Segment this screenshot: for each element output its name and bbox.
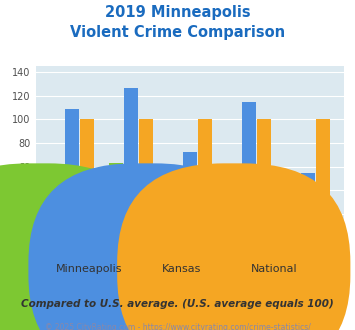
Text: Kansas: Kansas	[162, 264, 202, 274]
Bar	[257, 119, 271, 238]
Text: Minneapolis: Minneapolis	[56, 264, 122, 274]
Bar	[198, 119, 212, 238]
Bar	[65, 109, 79, 238]
Text: © 2025 CityRating.com - https://www.cityrating.com/crime-statistics/: © 2025 CityRating.com - https://www.city…	[45, 323, 310, 330]
Bar	[109, 163, 122, 238]
Text: 2019 Minneapolis: 2019 Minneapolis	[105, 5, 250, 20]
Bar	[242, 102, 256, 238]
Text: Violent Crime Comparison: Violent Crime Comparison	[70, 25, 285, 40]
Bar	[316, 119, 330, 238]
Bar	[50, 189, 64, 238]
Bar	[80, 119, 94, 238]
Bar	[124, 88, 138, 238]
Text: All Violent Crime: All Violent Crime	[34, 251, 110, 260]
Bar	[301, 173, 315, 238]
Text: National: National	[251, 264, 297, 274]
Bar	[183, 152, 197, 238]
Text: All Violent Crime: All Violent Crime	[34, 270, 110, 279]
Text: Compared to U.S. average. (U.S. average equals 100): Compared to U.S. average. (U.S. average …	[21, 299, 334, 309]
Bar	[139, 119, 153, 238]
